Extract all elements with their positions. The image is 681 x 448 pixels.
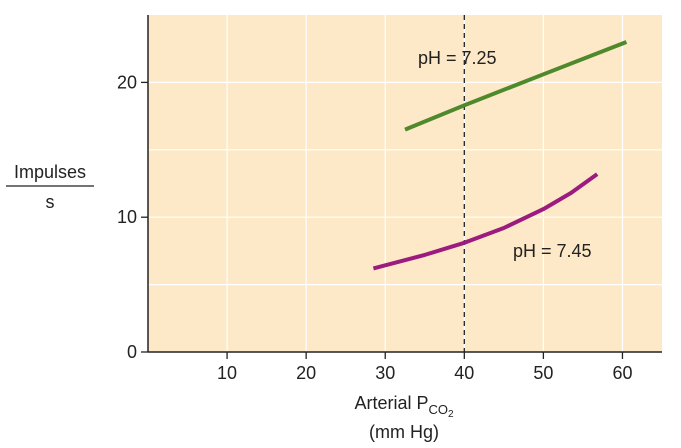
y-tick-label: 20 <box>117 72 137 92</box>
grid <box>148 15 662 352</box>
x-tick-label: 60 <box>612 363 632 383</box>
x-axis-title-main: Arterial P <box>354 393 428 413</box>
x-axis-title-subscript-digit: 2 <box>448 409 454 420</box>
y-axis-title-denominator: s <box>46 192 55 212</box>
y-tick-label: 0 <box>127 342 137 362</box>
y-axis-title-numerator: Impulses <box>14 162 86 182</box>
y-ticks: 0 10 20 <box>117 72 148 362</box>
x-tick-label: 20 <box>296 363 316 383</box>
x-axis-title-subscript: CO <box>428 402 448 417</box>
series-labels: pH = 7.25 pH = 7.45 <box>418 48 592 261</box>
series-label-0: pH = 7.25 <box>418 48 497 68</box>
x-tick-label: 10 <box>217 363 237 383</box>
plot-background <box>148 15 662 352</box>
series-layer <box>372 40 628 271</box>
x-tick-label: 40 <box>454 363 474 383</box>
x-ticks: 10 20 30 40 50 60 <box>217 352 632 383</box>
x-axis-title: Arterial PCO2 <box>354 393 454 420</box>
series-label-1: pH = 7.45 <box>513 241 592 261</box>
x-tick-label: 30 <box>375 363 395 383</box>
y-tick-label: 10 <box>117 207 137 227</box>
x-axis-title-units: (mm Hg) <box>369 422 439 442</box>
series-line-0 <box>404 40 628 132</box>
series-line-1 <box>372 172 599 271</box>
x-tick-label: 50 <box>533 363 553 383</box>
